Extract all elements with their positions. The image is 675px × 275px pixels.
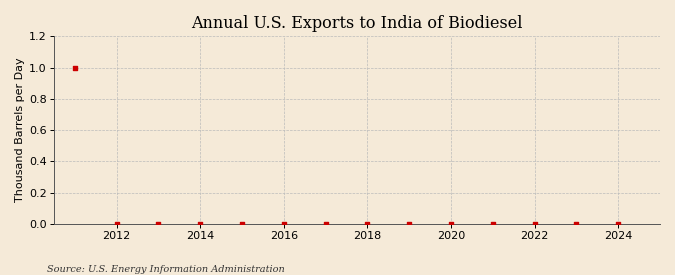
- Point: [278, 222, 289, 226]
- Point: [613, 222, 624, 226]
- Point: [236, 222, 247, 226]
- Point: [320, 222, 331, 226]
- Point: [487, 222, 498, 226]
- Point: [571, 222, 582, 226]
- Point: [529, 222, 540, 226]
- Text: Source: U.S. Energy Information Administration: Source: U.S. Energy Information Administ…: [47, 265, 285, 274]
- Y-axis label: Thousand Barrels per Day: Thousand Barrels per Day: [15, 58, 25, 202]
- Point: [446, 222, 456, 226]
- Point: [195, 222, 206, 226]
- Point: [153, 222, 164, 226]
- Point: [362, 222, 373, 226]
- Point: [404, 222, 414, 226]
- Point: [70, 65, 80, 70]
- Title: Annual U.S. Exports to India of Biodiesel: Annual U.S. Exports to India of Biodiese…: [191, 15, 522, 32]
- Point: [111, 222, 122, 226]
